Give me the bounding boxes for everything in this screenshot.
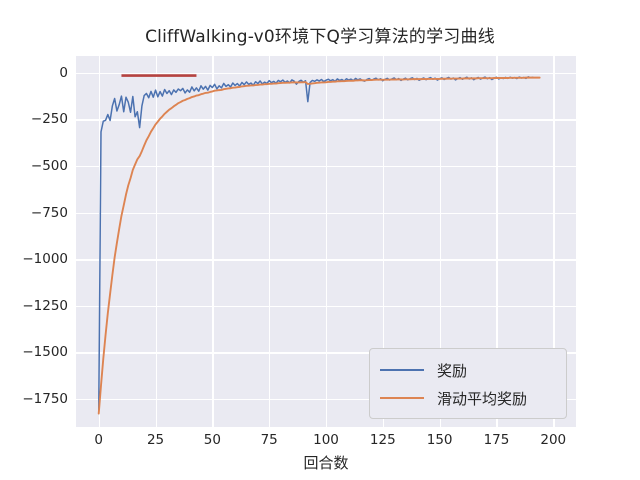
legend-swatch-moving-average: [380, 396, 424, 400]
x-axis-label: 回合数: [303, 454, 349, 472]
plot-lines: [97, 74, 541, 415]
y-tick-label: −1000: [22, 251, 68, 268]
y-tick-label: −750: [30, 204, 68, 221]
gridline-vertical: [496, 56, 498, 427]
legend-swatch-reward: [380, 368, 424, 372]
x-axis: 0 25 50 75 100 125 150 175 200: [76, 427, 576, 453]
gridline-vertical: [439, 56, 441, 427]
y-tick-label: −1750: [22, 391, 68, 408]
gridline-vertical: [553, 56, 555, 427]
y-tick-label: −500: [30, 157, 68, 174]
legend-item-reward: 奖励: [380, 356, 556, 384]
x-tick-label: 150: [426, 432, 453, 448]
y-tick-label: −1500: [22, 344, 68, 361]
gridline-vertical: [326, 56, 328, 427]
x-tick-label: 50: [203, 432, 221, 448]
gridline-vertical: [155, 56, 157, 427]
x-tick-label: 75: [260, 432, 278, 448]
y-tick-label: −250: [30, 111, 68, 128]
x-tick-label: 100: [313, 432, 339, 448]
y-axis: 0 −250 −500 −750 −1000 −1250 −1500 −1750: [0, 56, 68, 427]
y-tick-label: 0: [59, 64, 68, 81]
legend-label-reward: 奖励: [437, 361, 468, 380]
line-series-moving-average: [97, 76, 541, 415]
gridline-vertical: [382, 56, 385, 427]
x-tick-label: 125: [369, 432, 396, 448]
chart-legend: 奖励 滑动平均奖励: [369, 348, 567, 419]
legend-label-moving-average: 滑动平均奖励: [437, 389, 528, 408]
gridline-vertical: [212, 56, 214, 427]
plot-area: [76, 56, 576, 427]
x-tick-label: 0: [94, 432, 104, 448]
legend-item-moving-average: 滑动平均奖励: [380, 384, 556, 412]
gridline-vertical: [269, 56, 271, 427]
y-tick-label: −1250: [22, 297, 68, 314]
chart-title: CliffWalking-v0环境下Q学习算法的学习曲线: [145, 27, 495, 47]
x-tick-label: 200: [540, 432, 567, 448]
x-tick-label: 25: [146, 432, 165, 448]
x-tick-label: 175: [483, 432, 510, 448]
